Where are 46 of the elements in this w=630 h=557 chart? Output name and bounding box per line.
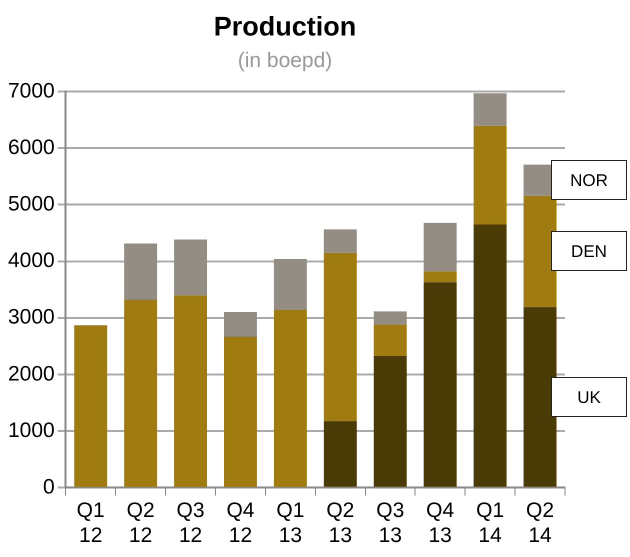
x-tick-label: Q4 13	[426, 498, 455, 548]
x-tick-label: Q2 13	[326, 498, 354, 548]
bar	[224, 312, 257, 337]
y-tick-label: 0	[43, 475, 55, 498]
bar	[524, 307, 557, 487]
x-tick-label: Q1 14	[476, 498, 504, 548]
y-tick-label: 5000	[8, 192, 55, 216]
chart-subtitle: (in boepd)	[238, 48, 332, 72]
bar	[324, 421, 357, 487]
y-tick-label: 6000	[8, 136, 55, 159]
x-tick-label: Q1 12	[76, 498, 105, 548]
bar	[374, 324, 407, 356]
x-tick-label: Q2 14	[526, 498, 554, 548]
y-tick-label: 3000	[8, 306, 55, 329]
bar	[124, 300, 158, 487]
x-tick-label: Q2 12	[126, 498, 155, 548]
series-label: NOR	[551, 160, 627, 200]
bar	[174, 295, 208, 487]
bar	[474, 93, 507, 126]
x-tick-label: Q3 12	[176, 498, 205, 548]
bar	[474, 126, 507, 225]
bar	[124, 243, 158, 300]
x-tick-label: Q4 12	[226, 498, 255, 548]
bar	[174, 240, 208, 296]
y-tick-label: 1000	[8, 418, 55, 442]
bar	[524, 196, 557, 308]
bar	[274, 259, 307, 310]
y-tick-label: 2000	[8, 362, 55, 386]
y-tick-label: 4000	[8, 249, 55, 272]
chart-title: Production	[214, 12, 356, 42]
x-tick-label: Q3 13	[376, 498, 404, 548]
bar	[224, 336, 257, 487]
bar	[374, 356, 407, 487]
series-label: DEN	[551, 231, 627, 272]
bar	[424, 222, 457, 272]
bar	[74, 325, 108, 487]
x-tick-label: Q1 13	[276, 498, 304, 548]
series-label: UK	[551, 377, 627, 418]
bar	[324, 229, 357, 253]
bar	[274, 310, 307, 487]
bar	[324, 252, 357, 422]
bar	[474, 224, 507, 487]
bar	[374, 311, 407, 324]
bar	[424, 271, 457, 282]
bar	[424, 282, 457, 487]
y-tick-label: 7000	[8, 79, 55, 102]
